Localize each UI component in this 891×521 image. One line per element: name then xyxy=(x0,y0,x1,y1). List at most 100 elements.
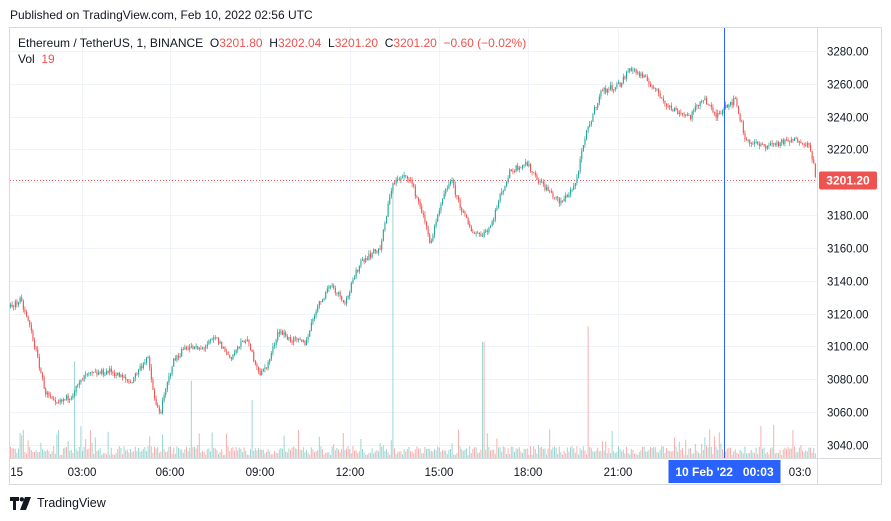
price-tick-label: 3280.00 xyxy=(827,47,869,59)
volume-bar xyxy=(222,455,224,458)
candle-body xyxy=(750,142,752,144)
volume-bar xyxy=(158,452,160,458)
time-axis[interactable]: :15 03:00 06:00 09:00 12:00 15:00 18:00 21:00 03… xyxy=(10,467,811,479)
volume-bar xyxy=(720,443,722,458)
volume-bar xyxy=(488,447,490,458)
candle-body xyxy=(741,120,743,122)
volume-label[interactable]: Vol xyxy=(18,52,35,66)
candle-body xyxy=(179,356,181,358)
time-tick-label: 21:00 xyxy=(604,467,633,479)
candle-body xyxy=(69,398,71,400)
candle-body xyxy=(814,163,816,177)
volume-bar xyxy=(243,447,245,458)
volume-bar xyxy=(643,446,645,458)
volume-bar xyxy=(70,449,72,458)
volume-bar xyxy=(462,450,464,458)
candle-body xyxy=(782,139,784,144)
candle-body xyxy=(491,221,493,227)
volume-bar xyxy=(408,447,410,458)
candle-body xyxy=(562,200,564,202)
volume-bar xyxy=(530,446,531,458)
candle-body xyxy=(131,382,133,383)
candle-body xyxy=(277,332,279,341)
candle-body xyxy=(438,210,440,215)
volume-bar xyxy=(725,451,727,458)
price-axis[interactable]: 3040.00 3060.00 3080.00 3100.00 3120.00 3140.… xyxy=(827,47,869,453)
volume-bar xyxy=(261,449,263,458)
volume-bar xyxy=(621,451,623,458)
volume-bar xyxy=(736,452,738,458)
candle-body xyxy=(709,105,711,106)
volume-bar xyxy=(627,453,629,458)
price-tick-label: 3100.00 xyxy=(827,342,869,354)
volume-bar xyxy=(406,449,408,458)
candle-body xyxy=(378,248,380,253)
candle-body xyxy=(746,139,748,141)
candle-body xyxy=(688,115,690,116)
candle-body xyxy=(237,346,239,350)
candle-body xyxy=(424,214,426,222)
candle-body xyxy=(690,115,692,120)
volume-bar xyxy=(606,453,608,458)
candle-body xyxy=(77,384,79,386)
candle-body xyxy=(99,372,101,374)
candle-body xyxy=(400,177,402,180)
volume-bar xyxy=(14,448,16,458)
volume-bar xyxy=(802,450,803,458)
volume-bar xyxy=(338,449,339,458)
candle-body xyxy=(613,89,615,91)
symbol-name[interactable]: Ethereum / TetherUS, 1, BINANCE xyxy=(18,36,204,50)
volume-bar xyxy=(357,453,359,458)
volume-bar xyxy=(677,451,679,458)
candle-body xyxy=(27,316,29,321)
candle-body xyxy=(395,179,397,184)
candle-body xyxy=(205,346,207,349)
time-tick-label: 09:00 xyxy=(246,467,275,479)
candle-body xyxy=(208,340,210,345)
candle-body xyxy=(522,165,524,169)
volume-bar xyxy=(27,440,29,458)
volume-bar xyxy=(504,447,506,458)
candle-body xyxy=(722,110,724,114)
candle-body xyxy=(66,395,68,400)
candle-body xyxy=(382,229,384,241)
candle-body xyxy=(640,73,642,76)
candle-body xyxy=(630,68,632,71)
volume-bar xyxy=(706,445,707,458)
volume-bar xyxy=(195,448,197,458)
time-tick-label: 18:00 xyxy=(514,467,543,479)
volume-bar xyxy=(555,447,557,458)
volume-bar xyxy=(547,448,549,458)
candle-body xyxy=(102,369,104,375)
candle-body xyxy=(189,347,191,350)
candle-body xyxy=(470,227,472,232)
candle-body xyxy=(430,240,432,243)
candle-body xyxy=(224,346,226,352)
volume-bar xyxy=(568,451,570,458)
candle-body xyxy=(515,165,517,172)
volume-bar xyxy=(370,452,371,458)
candle-body xyxy=(51,396,53,399)
brand-name[interactable]: TradingView xyxy=(37,496,106,510)
candle-body xyxy=(682,113,684,115)
volume-bar xyxy=(102,453,104,458)
candle-body xyxy=(426,221,428,227)
volume-bar xyxy=(238,447,240,458)
candle-body xyxy=(490,226,492,228)
volume-bar xyxy=(450,449,451,458)
candle-body xyxy=(774,143,776,145)
candle-body xyxy=(546,187,548,190)
candle-body xyxy=(293,337,295,343)
volume-bar xyxy=(432,451,434,458)
candle-body xyxy=(222,346,224,349)
candle-body xyxy=(456,195,458,197)
volume-bar xyxy=(458,429,459,458)
price-chart[interactable]: 3040.00 3060.00 3080.00 3100.00 3120.00 3140.… xyxy=(10,28,881,484)
volume-bar xyxy=(731,454,733,458)
tradingview-logo-icon[interactable] xyxy=(10,496,32,510)
candle-body xyxy=(38,356,40,369)
volume-bar xyxy=(155,448,157,458)
chart-frame[interactable]: 3040.00 3060.00 3080.00 3100.00 3120.00 3140.… xyxy=(9,27,882,485)
volume-bar xyxy=(670,451,672,458)
volume-bar xyxy=(114,454,115,458)
